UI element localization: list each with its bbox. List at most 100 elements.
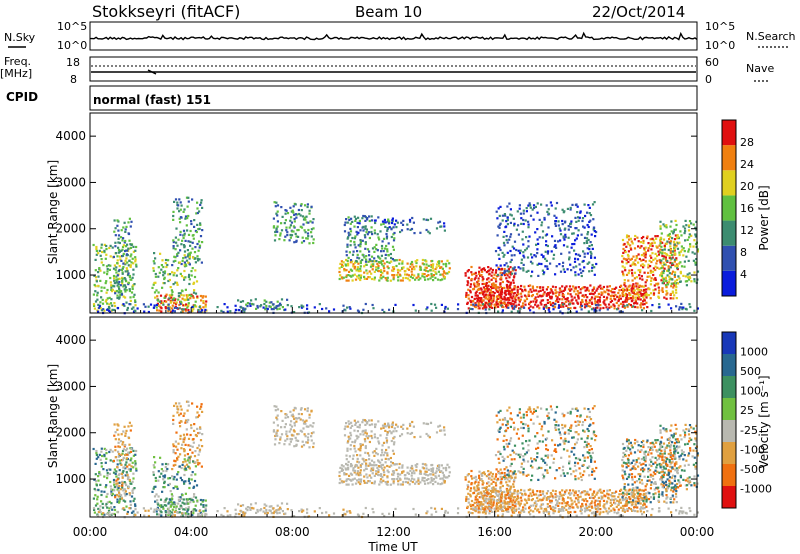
power-cell — [474, 271, 477, 274]
velocity-cell — [393, 427, 396, 430]
power-cell — [426, 218, 430, 222]
power-cell — [445, 262, 448, 265]
velocity-cell — [189, 448, 192, 451]
power-cell — [125, 253, 128, 256]
power-cell — [547, 293, 550, 296]
power-cell — [531, 208, 534, 211]
power-cell — [272, 225, 276, 228]
power-cell — [182, 236, 185, 240]
power-cell — [508, 272, 511, 275]
power-cell — [384, 257, 387, 260]
velocity-cell — [171, 508, 174, 511]
power-cell — [527, 245, 530, 248]
power-cell — [659, 220, 662, 223]
power-cell — [113, 230, 116, 233]
power-cell — [519, 298, 522, 301]
velocity-cell — [371, 437, 374, 440]
power-cell — [606, 285, 609, 288]
power-cell — [126, 306, 129, 310]
velocity-cell — [124, 482, 127, 485]
velocity-cell — [511, 492, 514, 495]
power-cell — [602, 306, 605, 310]
power-cell — [665, 226, 668, 229]
velocity-cell — [175, 431, 178, 434]
power-cell — [667, 234, 670, 237]
power-cell — [680, 234, 683, 237]
power-cell — [577, 294, 580, 297]
power-cell — [123, 241, 126, 244]
velocity-cell — [391, 421, 394, 424]
power-cell — [564, 233, 567, 236]
velocity-cell — [470, 482, 473, 485]
power-cell — [152, 267, 155, 270]
power-cell — [345, 254, 348, 257]
power-cell — [93, 307, 96, 310]
power-cell — [504, 214, 507, 217]
power-cell — [554, 222, 557, 225]
power-cell — [588, 299, 591, 302]
power-cell — [149, 303, 153, 306]
velocity-cell — [590, 496, 593, 499]
power-cell — [134, 256, 137, 259]
power-cell — [514, 269, 517, 272]
velocity-cell — [594, 504, 597, 507]
velocity-cell — [95, 452, 98, 455]
power-cell — [568, 256, 571, 259]
velocity-cell — [181, 501, 184, 504]
velocity-cell — [286, 438, 289, 441]
power-cell — [419, 266, 422, 269]
power-cell — [350, 217, 353, 220]
velocity-cell — [113, 434, 116, 437]
power-cell — [500, 267, 503, 270]
power-cell — [596, 287, 599, 290]
velocity-cell — [164, 511, 167, 514]
velocity-cell — [172, 414, 175, 417]
power-cell — [576, 234, 579, 237]
velocity-cell — [283, 426, 286, 429]
velocity-cell — [509, 494, 512, 497]
velocity-cell — [276, 429, 279, 432]
power-cell — [629, 294, 632, 297]
velocity-cell — [551, 495, 554, 498]
power-cell — [547, 250, 550, 253]
power-cell — [429, 269, 432, 272]
velocity-cell — [386, 452, 389, 455]
velocity-cell — [180, 479, 184, 482]
velocity-cell — [353, 441, 356, 444]
velocity-cell — [135, 469, 138, 472]
power-cell — [633, 271, 637, 274]
power-cell — [182, 276, 186, 279]
power-cell — [668, 272, 671, 275]
power-cell — [576, 258, 580, 261]
velocity-cell — [486, 482, 489, 485]
power-cell — [546, 210, 549, 213]
velocity-cell — [118, 445, 121, 449]
velocity-cell — [122, 430, 125, 433]
power-cell — [106, 302, 109, 305]
power-cell — [490, 291, 493, 294]
power-cell — [356, 266, 359, 269]
velocity-cell — [414, 482, 417, 485]
power-cell — [102, 264, 105, 267]
power-cell — [362, 214, 365, 218]
power-cell — [651, 244, 654, 248]
velocity-cell — [354, 450, 357, 453]
power-cell — [179, 302, 182, 305]
noise-right-tick-bottom: 10^0 — [705, 39, 735, 52]
velocity-cell — [204, 509, 207, 512]
velocity-cell — [478, 504, 481, 507]
velocity-cell — [605, 502, 608, 505]
velocity-cell — [477, 508, 480, 511]
power-cell — [198, 246, 201, 249]
power-cell — [580, 308, 583, 311]
power-cell — [500, 292, 503, 295]
velocity-cell — [281, 510, 284, 513]
power-cell — [520, 295, 523, 298]
power-cell — [108, 268, 111, 271]
power-cell — [343, 223, 346, 227]
velocity-cell — [274, 409, 277, 412]
power-cell — [561, 208, 564, 211]
power-cell — [301, 236, 304, 239]
velocity-cell — [415, 465, 418, 469]
power-cell — [346, 243, 349, 246]
